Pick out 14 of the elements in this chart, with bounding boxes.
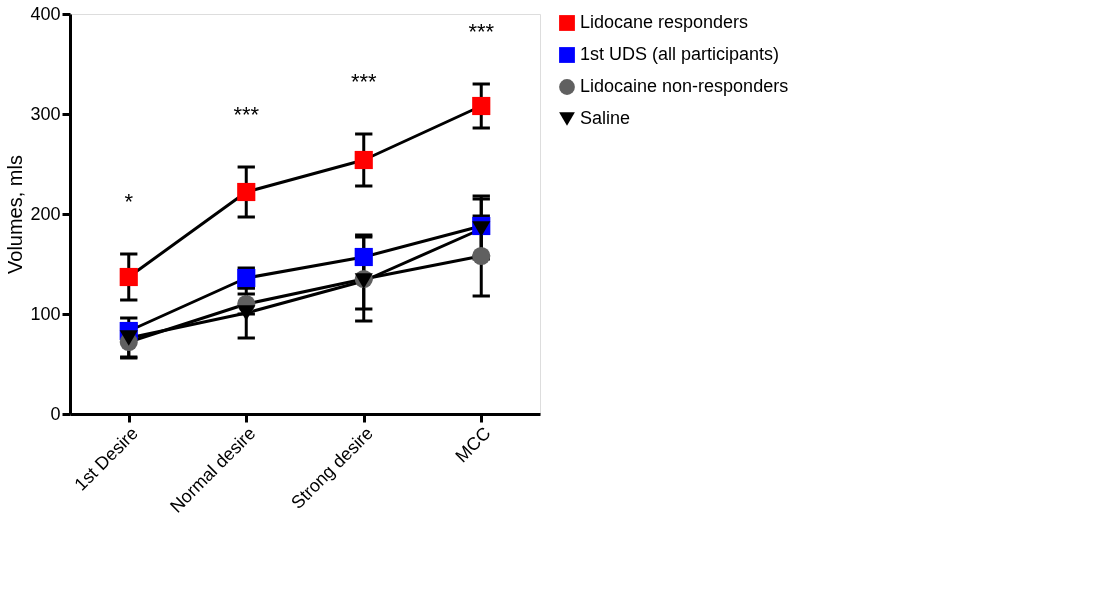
y-axis-title: Volumes, mls (4, 155, 27, 274)
y-tick-label: 0 (50, 403, 61, 424)
legend-label: Saline (580, 108, 631, 128)
legend-label: Lidocane responders (580, 12, 749, 32)
annotation: *** (233, 102, 260, 127)
annotation: *** (468, 19, 495, 44)
annotation: *** (350, 69, 378, 94)
y-tick-label: 400 (30, 3, 61, 24)
y-tick-label: 200 (30, 203, 61, 224)
legend-label: 1st UDS (all participants) (580, 44, 780, 64)
y-tick-label: 300 (30, 103, 61, 124)
annotation: * (124, 189, 134, 214)
legend-label: Lidocaine non-responders (580, 76, 789, 96)
y-tick-label: 100 (30, 303, 61, 324)
